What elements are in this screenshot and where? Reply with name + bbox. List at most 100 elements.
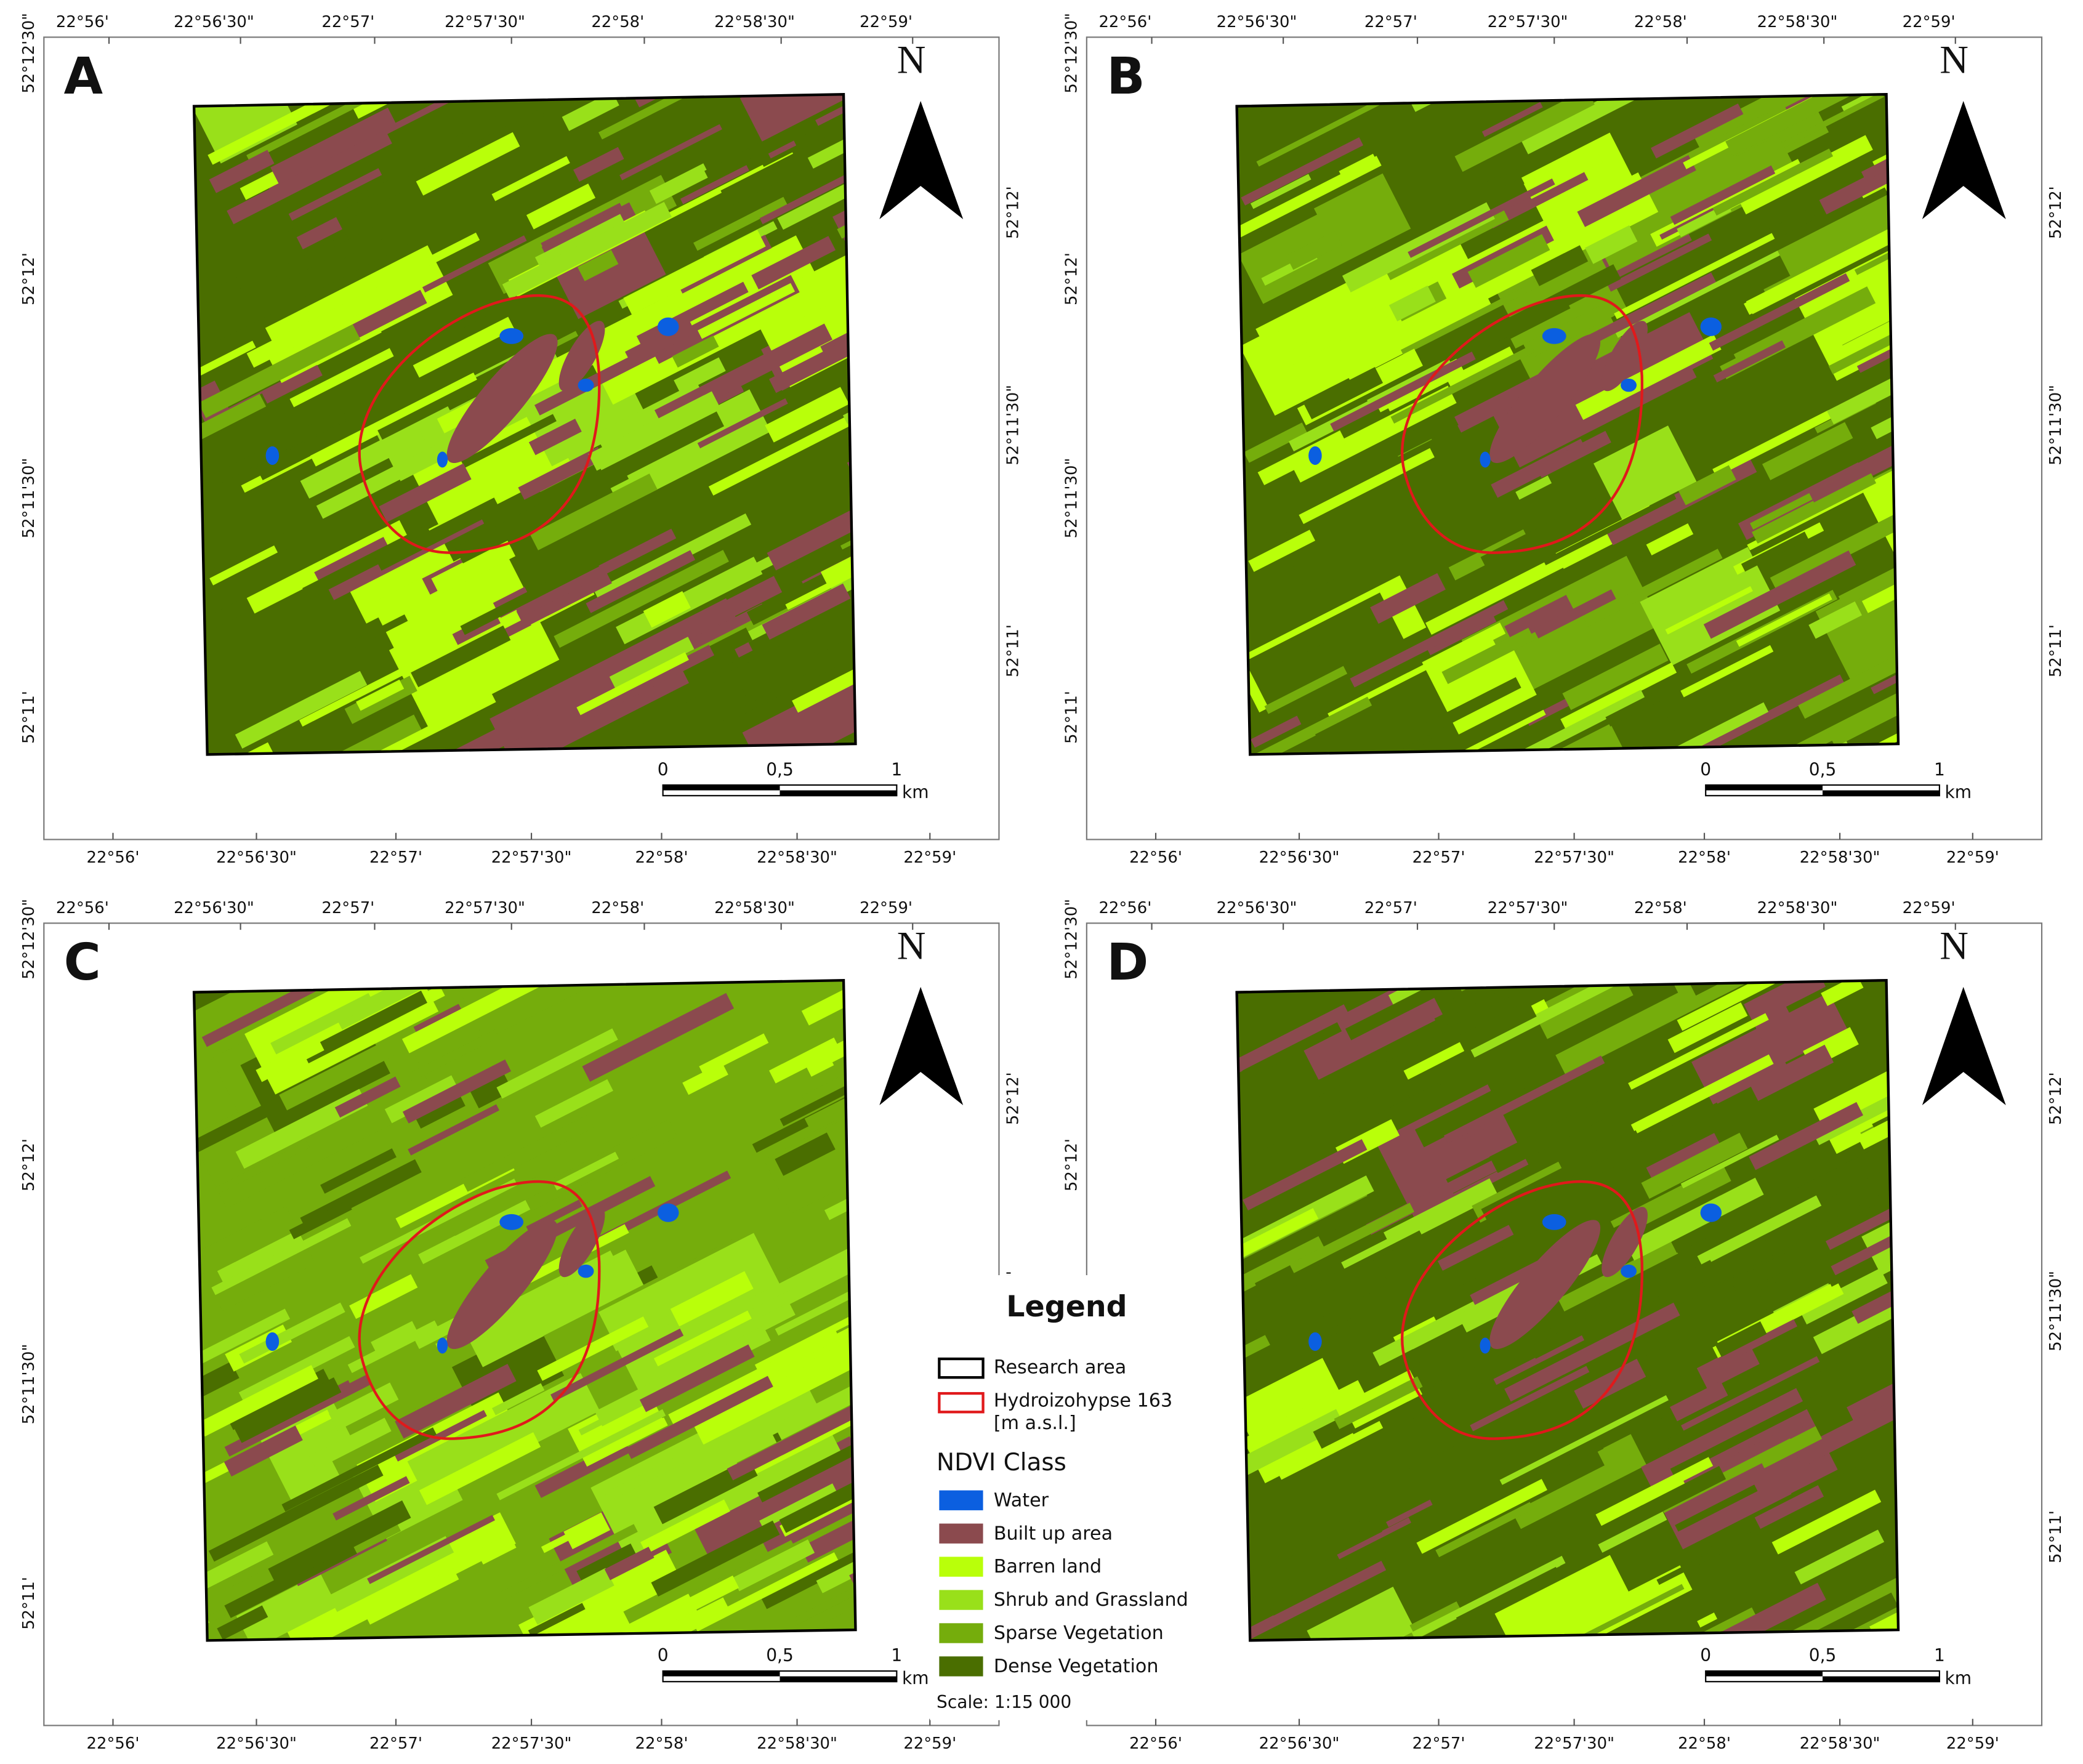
land-stripe: [1370, 573, 1446, 624]
land-stripe: [1585, 225, 1638, 264]
longitude-label: 22°56'30": [174, 899, 254, 917]
land-stripe: [316, 438, 456, 519]
land-stripe: [1670, 1381, 1728, 1422]
scale-unit: km: [1945, 1668, 1972, 1688]
scale-bar: [780, 790, 897, 796]
land-stripe: [1437, 1225, 1514, 1271]
land-stripe: [526, 183, 596, 230]
land-stripe: [194, 1541, 274, 1595]
land-stripe: [345, 614, 408, 651]
north-label: N: [1940, 37, 1968, 81]
land-stripe: [227, 130, 392, 225]
hydroizohypse-163: [1401, 1180, 1643, 1440]
land-patch: [1368, 1386, 1604, 1553]
land-stripe: [302, 990, 427, 1064]
land-stripe: [1334, 1376, 1423, 1430]
scale-unit: km: [902, 782, 929, 802]
land-stripe: [1531, 245, 1589, 286]
land-stripe: [1236, 205, 1318, 258]
longitude-label: 22°57'30": [1488, 13, 1568, 31]
land-stripe: [302, 525, 433, 600]
land-stripe: [693, 1552, 839, 1632]
land-stripe: [1762, 422, 1853, 480]
land-stripe: [256, 407, 381, 481]
research-area-boundary: [192, 92, 857, 756]
latitude-label: 52°12'30": [1063, 899, 1081, 980]
land-stripe: [582, 1417, 668, 1467]
land-stripe: [595, 382, 704, 448]
legend-item: Barren land: [994, 1556, 1102, 1577]
land-stripe: [530, 473, 658, 550]
land-stripe: [454, 462, 629, 564]
land-stripe: [1715, 1321, 1767, 1357]
longitude-label: 22°57': [321, 899, 374, 917]
legend-item: [m a.s.l.]: [994, 1412, 1076, 1434]
land-stripe: [1703, 550, 1856, 639]
longitude-label: 22°56': [1098, 13, 1151, 31]
land-stripe: [625, 319, 696, 366]
land-stripe: [1821, 980, 1864, 1006]
longitude-label: 22°57': [369, 1734, 422, 1753]
land-patch: [236, 1573, 337, 1641]
land-stripe: [640, 1499, 730, 1554]
latitude-label: 52°11': [20, 1577, 38, 1630]
land-stripe: [1493, 1334, 1585, 1385]
north-arrow: [1922, 986, 2006, 1105]
longitude-label: 22°58'30": [1800, 1734, 1880, 1753]
land-stripe: [455, 97, 540, 149]
land-stripe: [1749, 1101, 1864, 1170]
ndvi-map: [1236, 980, 1899, 1641]
research-area-boundary: [1235, 92, 1900, 756]
land-stripe: [1588, 1465, 1726, 1546]
panel-label: A: [64, 47, 103, 106]
land-stripe: [1269, 1549, 1388, 1616]
land-stripe: [1578, 272, 1716, 350]
land-stripe: [562, 94, 619, 131]
longitude-label: 22°59': [1946, 848, 1999, 867]
land-stripe: [239, 1302, 345, 1364]
research-area-boundary: [1235, 978, 1900, 1642]
land-stripe: [281, 1427, 437, 1512]
land-stripe: [332, 1476, 410, 1521]
land-patch: [1521, 132, 1640, 236]
land-stripe: [668, 1329, 840, 1424]
land-stripe: [643, 591, 691, 628]
land-stripe: [1794, 1372, 1899, 1467]
land-stripe: [194, 1095, 288, 1155]
longitude-label: 22°56': [1129, 848, 1182, 867]
land-stripe: [1826, 373, 1899, 425]
land-stripe: [201, 980, 323, 1047]
land-stripe: [309, 1417, 392, 1470]
land-stripe: [1533, 589, 1616, 638]
water-body: [1621, 378, 1637, 392]
land-stripe: [279, 1026, 421, 1111]
land-stripe: [1670, 674, 1844, 755]
land-stripe: [577, 249, 619, 281]
land-stripe: [217, 1230, 305, 1286]
scale-bar: [663, 1670, 780, 1677]
land-stripe: [550, 1328, 684, 1402]
land-stripe: [1330, 352, 1476, 432]
land-stripe: [502, 201, 672, 300]
panel-label: B: [1106, 47, 1145, 106]
latitude-label: 52°11'30": [1063, 458, 1081, 539]
land-stripe: [1286, 1223, 1387, 1287]
latitude-label: 52°11': [20, 691, 38, 744]
land-stripe: [361, 94, 517, 146]
legend-item: Water: [994, 1489, 1049, 1511]
land-stripe: [419, 1432, 541, 1505]
land-stripe: [534, 214, 626, 269]
land-stripe: [1515, 475, 1552, 500]
land-stripe: [765, 387, 850, 443]
land-stripe: [356, 679, 405, 711]
map-panel: 22°56' 22°56'30" 22°57' 22°57'30" 22°58' 22°5…: [20, 899, 1023, 1753]
land-stripe: [1529, 1269, 1688, 1359]
land-stripe: [1725, 94, 1858, 156]
legend-item: Research area: [994, 1357, 1126, 1379]
scale-bar: [663, 785, 780, 791]
land-stripe: [573, 147, 624, 182]
longitude-label: 22°56': [1129, 1734, 1182, 1753]
legend-swatch: [939, 1656, 983, 1677]
land-stripe: [289, 1200, 352, 1239]
land-stripe: [1736, 593, 1832, 647]
